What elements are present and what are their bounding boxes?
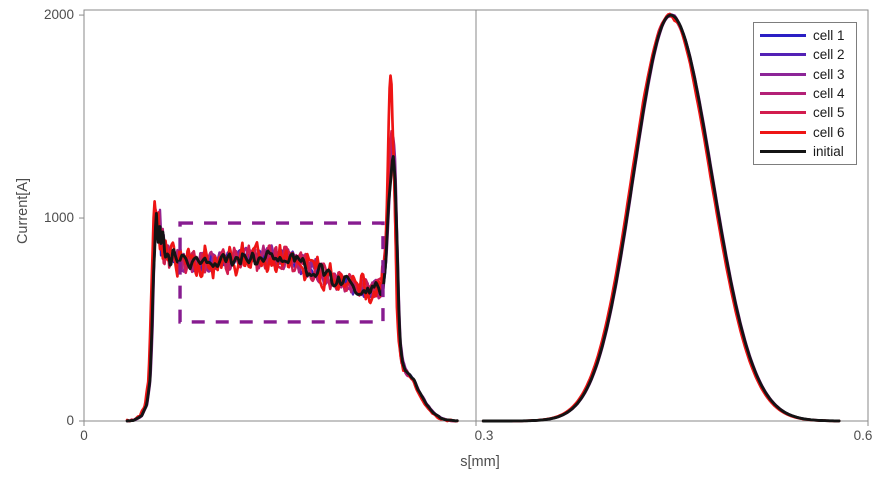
legend-line-sample: [760, 130, 806, 134]
x-tick-label-0-3: 0.3: [474, 428, 494, 443]
legend-item-cell-2: cell 2: [754, 46, 856, 64]
y-tick-label-0: 0: [66, 413, 74, 428]
legend-label: cell 5: [813, 105, 845, 121]
legend-line-sample: [760, 150, 806, 154]
series-cell-1-curve: [125, 14, 841, 423]
legend-label: cell 6: [813, 124, 845, 140]
legend-label: cell 2: [813, 47, 845, 63]
legend-item-initial: initial: [754, 143, 856, 161]
legend-line-sample: [760, 33, 806, 37]
series-cell-2-curve: [125, 13, 841, 423]
legend-item-cell-1: cell 1: [754, 26, 856, 44]
series-initial-curve: [125, 13, 841, 423]
roi-dashed-box: [178, 221, 385, 324]
legend-item-cell-3: cell 3: [754, 65, 856, 83]
legend-label: cell 4: [813, 86, 845, 101]
y-tick-label-1000: 1000: [43, 210, 74, 225]
legend-label: cell 1: [813, 27, 845, 43]
legend-label: cell 3: [813, 66, 845, 82]
x-axis-label: s[mm]: [460, 454, 500, 470]
legend-line-sample: [760, 72, 806, 76]
legend-line-sample: [760, 91, 806, 96]
legend-item-cell-6: cell 6: [754, 123, 856, 141]
series-cell-6-curve: [125, 12, 841, 423]
legend-line-sample: [760, 111, 806, 115]
legend-item-cell-5: cell 5: [754, 104, 856, 122]
legend-label: initial: [813, 144, 844, 160]
x-tick-label-0-6: 0.6: [853, 428, 873, 443]
legend: cell 1 cell 2 cell 3 cell 4 cell 5 cell …: [753, 22, 857, 165]
y-axis-label: Current[A]: [15, 177, 31, 245]
series-cell-3-curve: [125, 13, 841, 423]
legend-item-cell-4: cell 4: [754, 85, 856, 103]
y-tick-label-2000: 2000: [43, 7, 74, 22]
x-tick-label-0: 0: [80, 428, 88, 443]
series-cell-5-curve: [125, 12, 841, 423]
left-panel-frame: [83, 9, 477, 422]
right-panel-frame: [475, 9, 869, 422]
series-cell-4-curve: [125, 15, 841, 423]
legend-line-sample: [760, 53, 806, 57]
